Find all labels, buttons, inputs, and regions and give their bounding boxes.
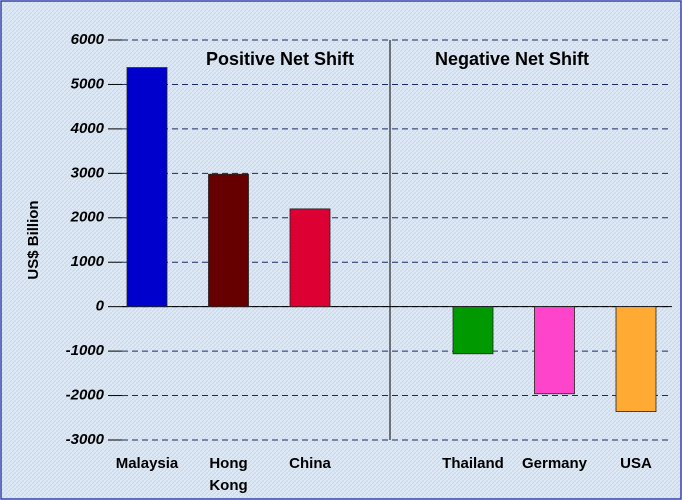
y-tick-label: 6000 [71,31,105,48]
y-tick-label: 3000 [71,164,105,181]
y-tick-label: 5000 [71,75,105,92]
y-tick-label: 1000 [71,253,105,270]
x-tick-label: Hong Kong [209,455,248,494]
bar [289,208,331,308]
bar [126,67,168,308]
x-tick-label: China [289,455,331,472]
annotation: Positive Net Shift [206,49,354,69]
annotation: Negative Net Shift [435,49,589,69]
y-tick-label: 2000 [70,209,105,226]
bar [208,173,249,308]
y-tick-label: -3000 [66,431,105,448]
y-tick-label: 4000 [70,120,105,137]
bar [534,306,575,395]
y-tick-label: -2000 [66,387,105,404]
x-tick-label: Germany [521,455,588,472]
y-axis-label: US$ Billion [25,200,42,279]
x-tick-label: Thailand [442,455,504,472]
x-tick-label: Malaysia [115,455,179,472]
x-tick-label: USA [620,455,652,472]
bar [615,306,657,412]
y-tick-label: -1000 [66,342,105,359]
y-tick-label: 0 [96,298,105,315]
bar [452,306,494,355]
